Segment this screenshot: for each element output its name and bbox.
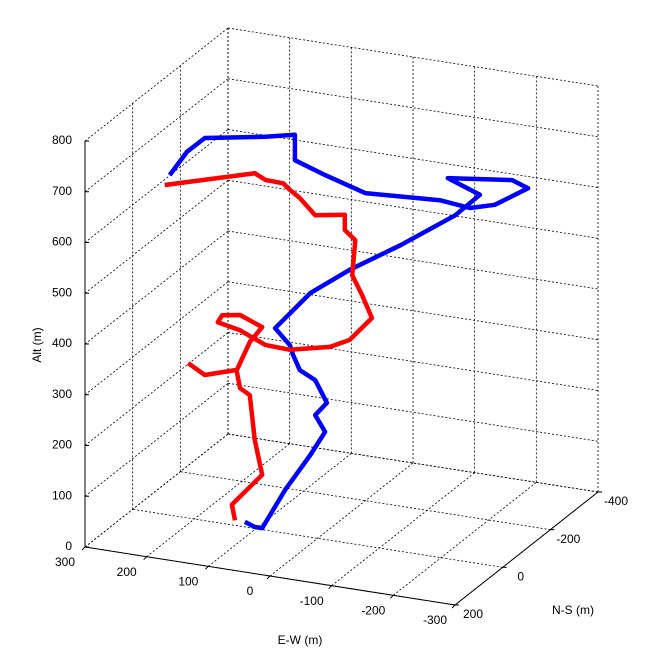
z-tick-label: 800: [52, 133, 72, 147]
z-tick-label: 400: [52, 336, 72, 350]
grid-line: [84, 230, 229, 345]
x-tick: [204, 565, 209, 570]
x-tick: [266, 575, 271, 580]
z-tick-label: 700: [52, 184, 72, 198]
grid-line: [132, 508, 503, 568]
grid-line: [180, 471, 551, 531]
grid-line: [84, 433, 229, 548]
x-tick-label: -300: [423, 613, 447, 627]
grid-line: [84, 332, 229, 446]
z-tick-label: 0: [65, 539, 72, 553]
x-tick-label: 200: [117, 565, 137, 579]
z-tick-label: 300: [52, 387, 72, 401]
x-tick: [389, 594, 394, 599]
grid-line: [227, 78, 599, 138]
x-tick-label: -100: [300, 594, 324, 608]
grid-line: [84, 78, 229, 193]
grid-line: [227, 433, 599, 493]
y-tick-label: -200: [556, 532, 580, 546]
y-axis-line: [454, 491, 599, 606]
grid-line: [227, 281, 599, 341]
x-tick-label: 0: [247, 584, 254, 598]
z-tick-label: 100: [52, 488, 72, 502]
flight-path: [167, 132, 531, 531]
grid-line: [146, 443, 290, 557]
grid-line: [227, 129, 599, 188]
grid-line: [227, 332, 599, 391]
x-axis-label: E-W (m): [278, 633, 323, 647]
y-axis-label: N-S (m): [552, 603, 594, 617]
grid-line: [227, 433, 599, 493]
grid-line: [84, 433, 229, 548]
z-axis-label: Alt (m): [30, 327, 44, 362]
x-tick: [143, 556, 148, 561]
flight-path: [164, 170, 375, 521]
data-lines: [164, 132, 531, 531]
grid-line: [84, 281, 229, 396]
grid: [84, 27, 599, 606]
y-tick-label: 0: [517, 570, 524, 584]
axes: -300 -200 -100 0 100 200 300 -400 -200 0 200 0 100 20…: [52, 133, 628, 627]
x-tick: [328, 585, 333, 590]
grid-line: [84, 129, 229, 243]
grid-line: [227, 230, 599, 290]
grid-line: [393, 482, 537, 596]
grid-line: [208, 453, 352, 567]
x-tick-label: 300: [55, 555, 75, 569]
z-tick-label: 500: [52, 285, 72, 299]
grid-line: [84, 27, 229, 142]
y-tick-label: 200: [463, 607, 483, 621]
x-tick: [451, 604, 456, 609]
z-tick-label: 200: [52, 438, 72, 452]
z-tick-label: 600: [52, 235, 72, 249]
grid-line: [331, 472, 475, 586]
y-tick-label: -400: [604, 494, 628, 508]
grid-line: [84, 382, 229, 497]
x-tick: [81, 546, 86, 551]
x-tick-label: -200: [361, 604, 385, 618]
grid-line: [227, 382, 599, 442]
grid-line: [84, 179, 229, 294]
x-tick-label: 100: [178, 575, 198, 589]
grid-line: [227, 179, 599, 239]
grid-line: [227, 27, 599, 87]
